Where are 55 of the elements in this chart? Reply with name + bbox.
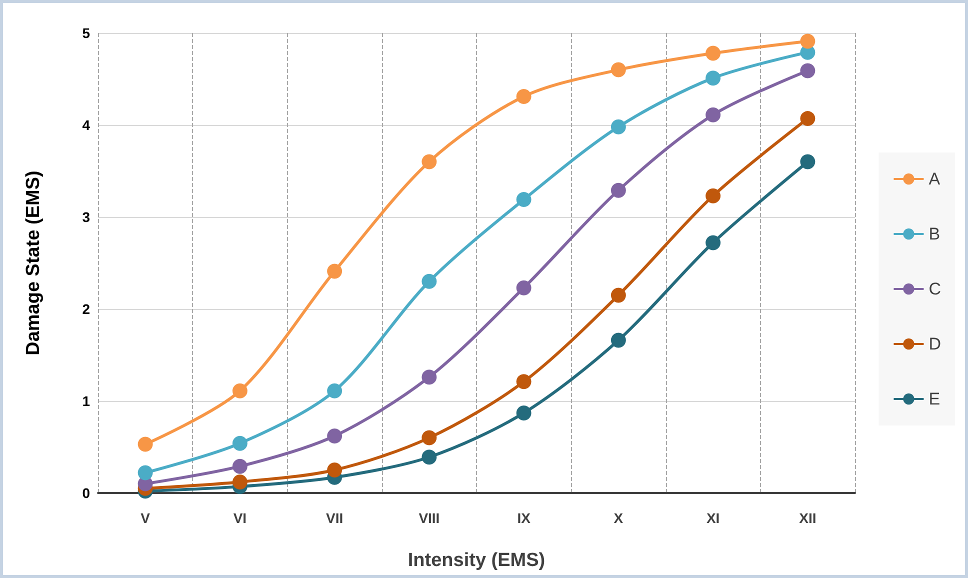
legend-label: A — [928, 170, 941, 188]
y-tick-label: 0 — [82, 485, 90, 501]
point — [800, 34, 816, 49]
y-tick-label: 5 — [82, 25, 90, 41]
point — [706, 235, 721, 250]
point — [610, 182, 626, 198]
point — [706, 107, 721, 122]
point — [800, 154, 816, 170]
point — [422, 154, 437, 170]
point — [327, 428, 342, 444]
point — [610, 288, 626, 303]
point — [516, 405, 532, 420]
y-tick-label: 1 — [82, 393, 90, 409]
x-tick-label: XII — [799, 510, 816, 526]
point — [422, 274, 437, 289]
point — [232, 458, 248, 474]
point — [800, 63, 816, 78]
point — [610, 62, 626, 78]
point — [610, 332, 626, 348]
x-tick-label: VIII — [418, 510, 440, 526]
y-tick-label: 2 — [82, 301, 90, 317]
x-tick-label: VI — [233, 510, 247, 526]
x-tick-label: V — [140, 510, 151, 526]
legend-label: C — [928, 280, 942, 298]
y-axis-title: Damage State (EMS) — [23, 170, 44, 356]
point — [422, 370, 437, 385]
point — [422, 430, 437, 446]
point — [327, 264, 342, 279]
legend-label: D — [928, 334, 942, 354]
point — [327, 383, 342, 398]
point — [138, 436, 153, 452]
x-tick-label: XI — [706, 510, 720, 526]
point — [232, 383, 248, 398]
point — [706, 46, 721, 61]
point — [516, 374, 532, 390]
point — [800, 111, 816, 126]
point — [232, 436, 248, 451]
x-tick-label: VII — [326, 510, 344, 526]
point — [516, 280, 532, 296]
point — [138, 465, 153, 480]
point — [422, 450, 437, 465]
point — [516, 192, 532, 208]
legend-label: E — [928, 390, 940, 408]
point — [516, 88, 532, 104]
point — [706, 70, 721, 86]
point — [610, 119, 626, 134]
y-tick-label: 4 — [82, 117, 90, 133]
x-tick-label: IX — [517, 510, 532, 526]
legend-label: B — [928, 224, 940, 244]
point — [706, 188, 721, 204]
x-axis-title: Intensity (EMS) — [408, 550, 546, 571]
y-tick-label: 3 — [82, 209, 90, 225]
point — [232, 474, 248, 490]
x-tick-label: X — [614, 510, 624, 526]
point — [327, 462, 342, 478]
